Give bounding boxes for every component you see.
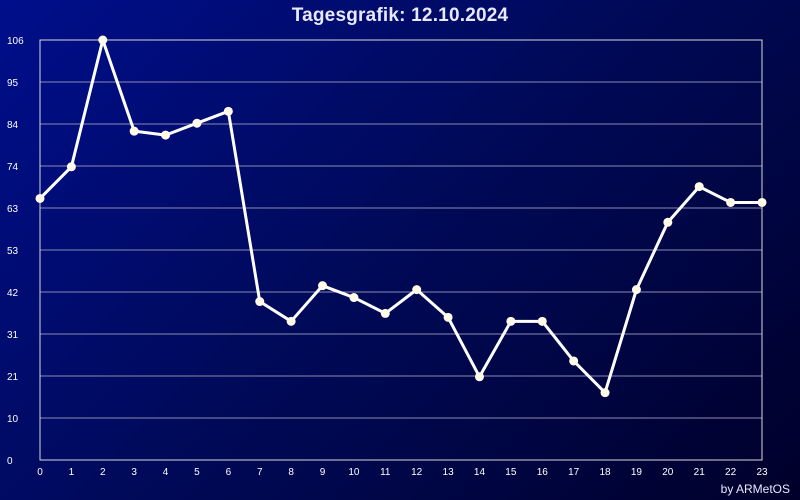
data-point bbox=[255, 297, 265, 307]
x-tick-label: 10 bbox=[348, 467, 360, 478]
data-point bbox=[286, 316, 296, 326]
x-tick-label: 16 bbox=[537, 467, 549, 478]
y-tick-label: 31 bbox=[7, 330, 19, 341]
x-tick-label: 2 bbox=[100, 467, 106, 478]
x-tick-label: 22 bbox=[725, 467, 737, 478]
plot-frame bbox=[39, 39, 763, 461]
x-tick-label: 12 bbox=[411, 467, 423, 478]
x-tick-label: 18 bbox=[599, 467, 611, 478]
x-tick-label: 15 bbox=[505, 467, 517, 478]
data-point bbox=[349, 293, 359, 303]
data-point bbox=[694, 182, 704, 192]
data-point bbox=[380, 308, 390, 318]
y-tick-label: 53 bbox=[7, 246, 19, 257]
data-point bbox=[663, 217, 673, 227]
x-tick-label: 8 bbox=[288, 467, 294, 478]
x-tick-label: 23 bbox=[756, 467, 768, 478]
x-tick-label: 7 bbox=[257, 467, 263, 478]
x-tick-label: 6 bbox=[226, 467, 232, 478]
x-tick-label: 21 bbox=[694, 467, 706, 478]
x-tick-label: 17 bbox=[568, 467, 580, 478]
x-tick-label: 13 bbox=[443, 467, 455, 478]
x-tick-label: 4 bbox=[163, 467, 169, 478]
data-point bbox=[35, 193, 45, 203]
y-tick-label: 95 bbox=[7, 78, 19, 89]
data-point bbox=[726, 197, 736, 207]
data-point bbox=[192, 118, 202, 128]
data-point bbox=[600, 388, 610, 398]
y-tick-label: 42 bbox=[7, 288, 19, 299]
y-tick-label: 63 bbox=[7, 204, 19, 215]
series-line bbox=[38, 38, 762, 395]
data-point bbox=[443, 312, 453, 322]
data-point bbox=[66, 162, 76, 172]
x-tick-label: 0 bbox=[37, 467, 43, 478]
x-tick-label: 14 bbox=[474, 467, 486, 478]
y-tick-label: 106 bbox=[7, 36, 24, 47]
y-tick-label: 74 bbox=[7, 162, 19, 173]
data-point bbox=[506, 316, 516, 326]
y-tick-label: 10 bbox=[7, 414, 19, 425]
data-point bbox=[129, 126, 139, 136]
y-tick-label: 21 bbox=[7, 372, 19, 383]
data-point bbox=[569, 356, 579, 366]
y-tick-label: 0 bbox=[7, 456, 13, 467]
x-tick-label: 11 bbox=[380, 467, 391, 478]
x-tick-label: 5 bbox=[194, 467, 200, 478]
x-tick-label: 19 bbox=[631, 467, 643, 478]
x-tick-label: 20 bbox=[662, 467, 674, 478]
data-point bbox=[318, 281, 328, 291]
chart-title: Tagesgrafik: 12.10.2024 bbox=[291, 5, 509, 26]
data-point bbox=[474, 372, 484, 382]
data-point bbox=[161, 130, 171, 140]
data-point bbox=[757, 197, 767, 207]
data-point bbox=[537, 316, 547, 326]
x-tick-label: 1 bbox=[69, 467, 75, 478]
data-point bbox=[631, 285, 641, 295]
data-point bbox=[223, 106, 233, 116]
x-tick-label: 3 bbox=[131, 467, 137, 478]
data-point bbox=[412, 285, 422, 295]
x-tick-label: 9 bbox=[320, 467, 326, 478]
y-tick-label: 84 bbox=[7, 120, 19, 131]
data-point bbox=[98, 35, 108, 45]
credit-label: by ARMetOS bbox=[720, 482, 790, 496]
